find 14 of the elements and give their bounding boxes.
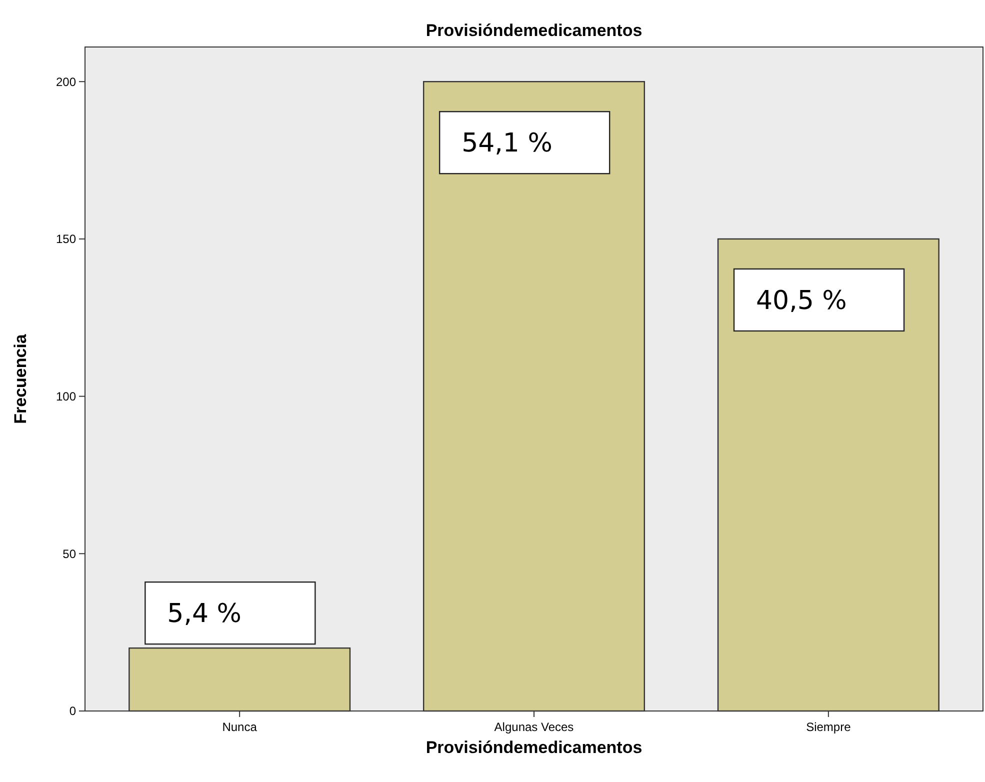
chart-title: Provisióndemedicamentos [426,21,642,40]
x-axis-title: Provisióndemedicamentos [426,738,642,757]
y-tick-label: 200 [56,74,76,89]
annotation: 5,4 % [167,599,242,630]
annotation: 40,5 % [756,286,847,316]
x-tick-label: Algunas Veces [494,720,574,734]
y-tick-label: 100 [56,390,76,404]
x-tick-label: Siempre [806,720,852,734]
y-tick-label: 0 [69,704,76,718]
annotation: 54,1 % [462,128,552,159]
y-tick-label: 150 [56,232,76,246]
y-tick-label: 50 [62,546,76,561]
y-axis-title: Frecuencia [11,334,30,424]
x-tick-label: Nunca [222,720,258,734]
